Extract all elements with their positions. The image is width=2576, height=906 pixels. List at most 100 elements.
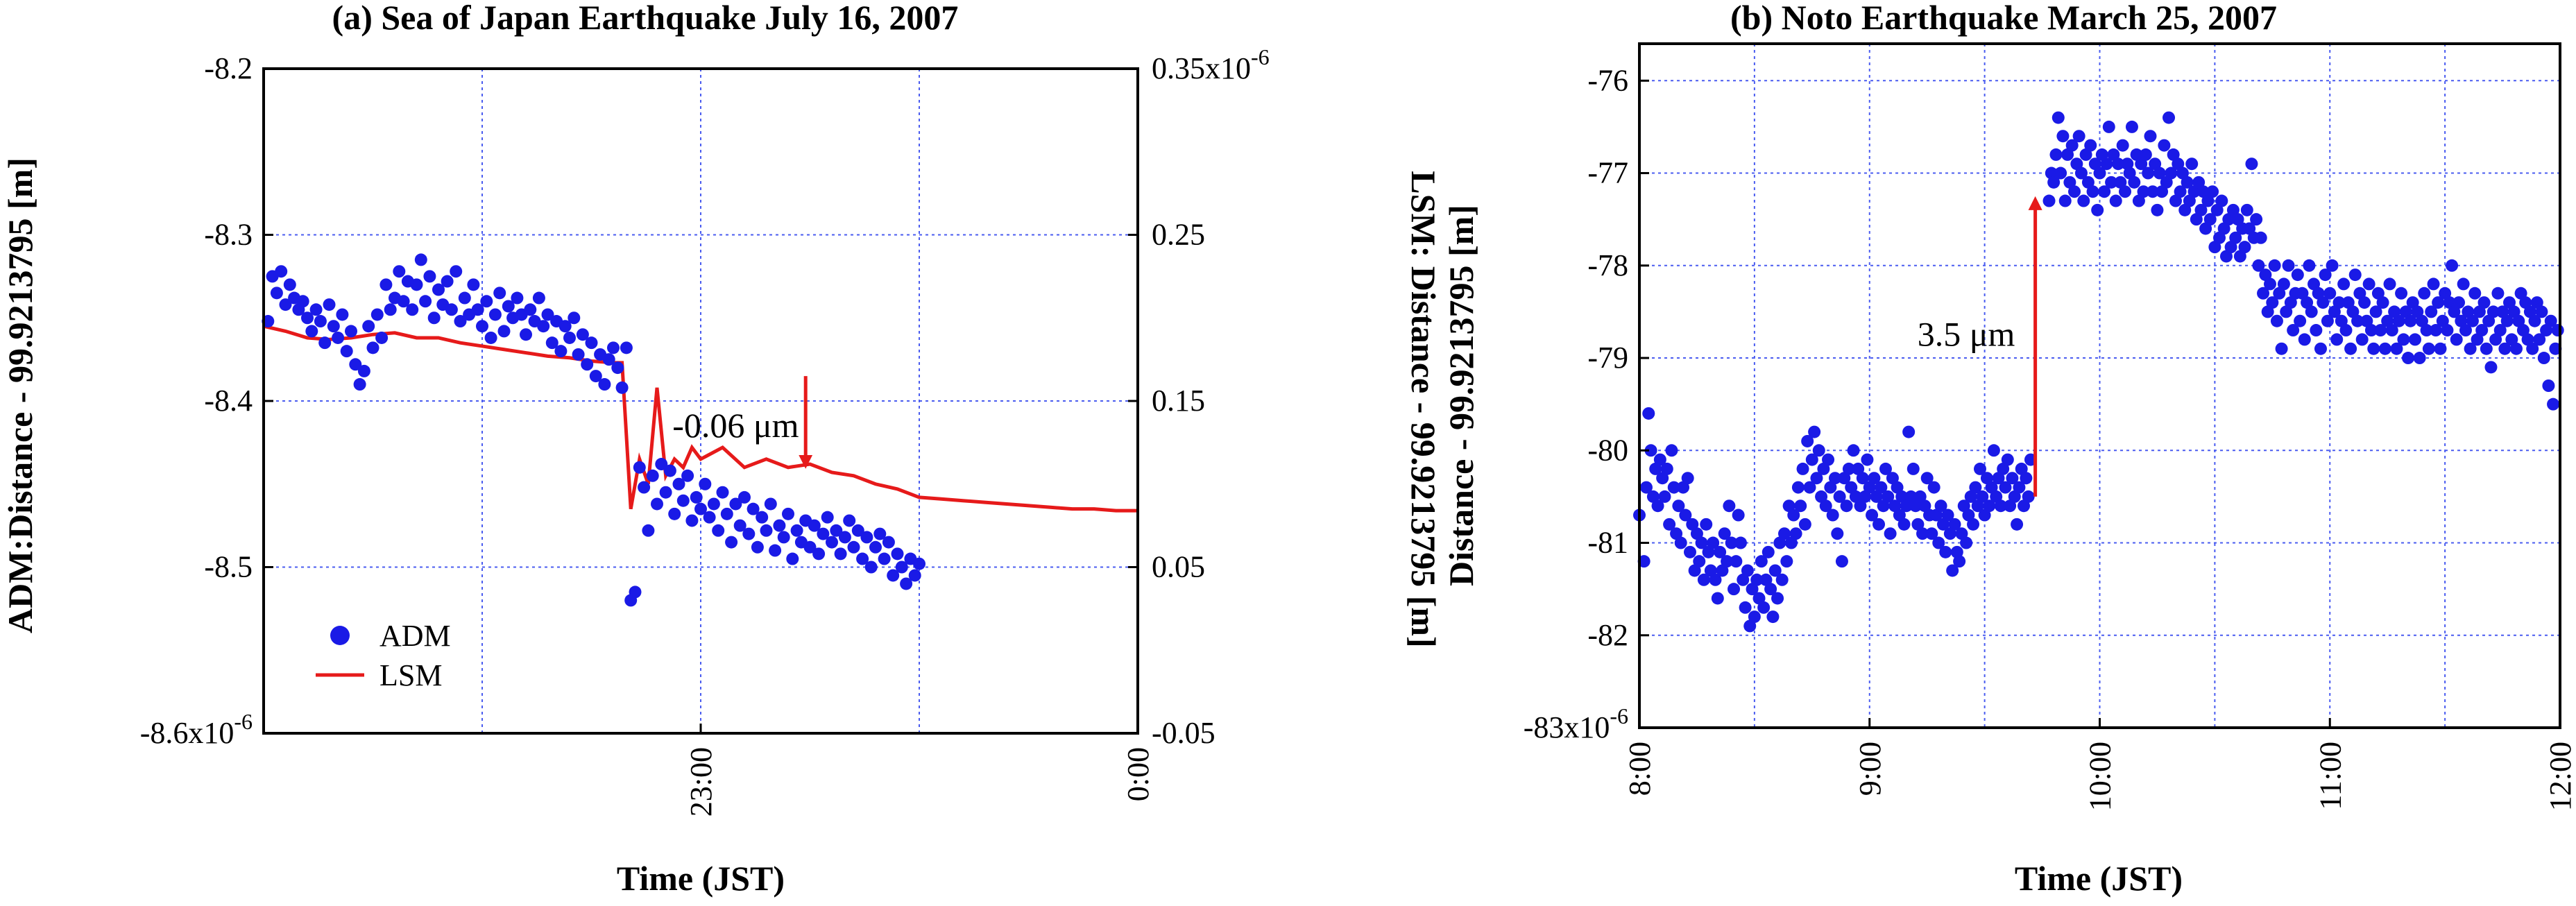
adm-point (1893, 508, 1906, 522)
adm-point (1868, 472, 1881, 485)
adm-point (2266, 296, 2279, 309)
adm-point (2367, 342, 2380, 355)
adm-point (1987, 444, 2000, 457)
adm-point (1752, 592, 1766, 605)
adm-point (357, 364, 370, 377)
adm-point (699, 477, 712, 490)
adm-point (2061, 148, 2074, 161)
adm-point (458, 291, 471, 305)
adm-point (2160, 176, 2173, 189)
adm-point (2411, 305, 2424, 318)
adm-point (1651, 499, 1664, 513)
adm-point (2183, 194, 2196, 207)
adm-point (2429, 324, 2442, 337)
adm-point (2284, 296, 2297, 309)
adm-point (812, 547, 826, 561)
adm-point (314, 315, 327, 328)
adm-point (362, 320, 375, 333)
adm-point (2095, 148, 2108, 161)
adm-point (2537, 352, 2550, 365)
adm-point (602, 353, 615, 366)
adm-point (2381, 314, 2394, 327)
panel-a-lsm-series (263, 324, 1138, 513)
adm-point (1766, 610, 1780, 624)
adm-point (1686, 518, 1699, 531)
adm-point (2439, 287, 2452, 300)
adm-point (2118, 185, 2131, 198)
adm-point (1782, 499, 1795, 513)
adm-point (1861, 453, 1874, 466)
adm-point (2058, 194, 2072, 207)
adm-point (1911, 518, 1925, 531)
adm-point (642, 524, 655, 537)
adm-point (1831, 527, 1844, 540)
adm-point (1709, 573, 1722, 586)
adm-point (2275, 342, 2288, 355)
adm-point (2533, 333, 2546, 346)
adm-point (1941, 508, 1954, 522)
adm-point (2187, 185, 2201, 198)
adm-point (2109, 194, 2122, 207)
adm-point (738, 490, 751, 504)
adm-point (838, 531, 851, 544)
adm-point (729, 497, 742, 511)
adm-point (1660, 462, 1673, 475)
panel-b-x-axis: 8:00 9:00 10:00 11:00 12:00 (1623, 718, 2576, 811)
adm-point (1741, 564, 1754, 577)
adm-point (1739, 601, 1752, 614)
y2-tick-label: 0.05 (1152, 550, 1205, 584)
x-tick-label: 11:00 (2313, 742, 2347, 810)
adm-point (2011, 518, 2024, 531)
adm-point (1939, 545, 1952, 558)
adm-point (1934, 499, 1947, 513)
adm-point (2201, 194, 2215, 207)
adm-point (2317, 296, 2330, 309)
adm-point (454, 315, 467, 328)
adm-point (2498, 342, 2511, 355)
adm-point (742, 527, 756, 540)
adm-point (1670, 527, 1683, 540)
adm-point (2500, 314, 2514, 327)
adm-point (773, 519, 786, 532)
adm-point (2277, 277, 2290, 291)
adm-point (2418, 287, 2431, 300)
adm-point (1778, 527, 1791, 540)
adm-point (873, 527, 887, 540)
panel-b-y2-label: LSM: Distance - 99.9213795 [m] (1404, 171, 1443, 647)
adm-point (1639, 481, 1653, 494)
adm-point (1962, 508, 1975, 522)
adm-point (1808, 425, 1821, 438)
adm-point (1859, 490, 1872, 503)
adm-point (2489, 333, 2502, 346)
adm-point (1805, 453, 1818, 466)
adm-point (1784, 536, 1798, 549)
adm-point (2549, 342, 2562, 355)
adm-point (1672, 499, 1685, 513)
adm-point (1863, 481, 1876, 494)
adm-point (830, 524, 843, 537)
adm-point (1757, 601, 1771, 614)
adm-point (847, 540, 860, 554)
adm-point (2072, 130, 2085, 143)
adm-point (1877, 499, 1890, 513)
adm-point (1909, 499, 1922, 513)
adm-point (1888, 499, 1902, 513)
adm-point (1932, 536, 1945, 549)
adm-point (2540, 324, 2553, 337)
adm-point (2436, 314, 2449, 327)
adm-point (1856, 472, 1869, 485)
adm-point (1824, 481, 1837, 494)
adm-point (2158, 139, 2171, 152)
adm-point (1748, 610, 1761, 624)
adm-point (2310, 324, 2323, 337)
adm-point (2330, 333, 2344, 346)
adm-point (2174, 185, 2187, 198)
y-tick-label: -82 (1587, 618, 1628, 652)
lsm-line (263, 324, 1138, 513)
adm-point (834, 547, 847, 561)
adm-point (2222, 213, 2235, 226)
adm-point (747, 502, 760, 515)
legend-adm-marker (330, 626, 350, 645)
adm-point (2547, 398, 2560, 411)
adm-point (318, 336, 332, 350)
